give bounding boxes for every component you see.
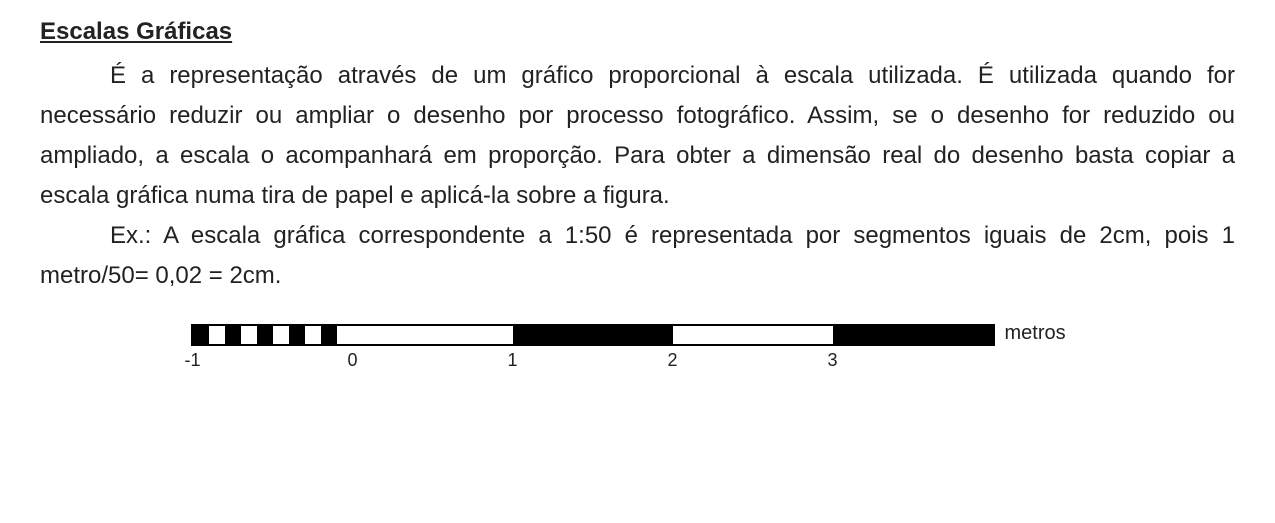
scale-bar-tick-label: 3 — [827, 350, 837, 371]
paragraph-1-text: É a representação através de um gráfico … — [40, 62, 1235, 209]
scale-bar-subsegment — [305, 326, 321, 344]
scale-bar-unit: metros — [1005, 322, 1066, 345]
scale-bar-container: -1 0 1 2 3 metros — [40, 324, 1235, 370]
scale-bar-subsegment — [241, 326, 257, 344]
scale-bar-segment — [833, 326, 993, 344]
scale-bar-segment — [673, 326, 833, 344]
document-page: Escalas Gráficas É a representação atrav… — [0, 0, 1275, 523]
scale-bar-subsegment — [257, 326, 273, 344]
scale-bar-subsegment — [225, 326, 241, 344]
scale-bar-subsegment — [193, 326, 209, 344]
scale-bar-subsegment — [337, 326, 353, 344]
scale-bar-segment — [353, 326, 513, 344]
section-heading: Escalas Gráficas — [40, 18, 1235, 46]
paragraph-1: É a representação através de um gráfico … — [40, 56, 1235, 216]
paragraph-2: Ex.: A escala gráfica correspondente a 1… — [40, 216, 1235, 296]
paragraph-2-text: Ex.: A escala gráfica correspondente a 1… — [40, 222, 1235, 289]
scale-bar-subsegment — [273, 326, 289, 344]
scale-bar-segment — [513, 326, 673, 344]
scale-bar-tick-label: 1 — [507, 350, 517, 371]
scale-bar-tick-label: -1 — [184, 350, 200, 371]
scale-bar-subsegment — [321, 326, 337, 344]
scale-bar-subsegment — [289, 326, 305, 344]
scale-bar-tick-label: 2 — [667, 350, 677, 371]
scale-bar-labels: -10123 — [191, 346, 995, 370]
scale-bar-tick-label: 0 — [347, 350, 357, 371]
scale-bar-strip — [191, 324, 995, 346]
scale-bar-subsegment — [209, 326, 225, 344]
graphic-scale-bar: -10123 metros — [191, 324, 1085, 370]
